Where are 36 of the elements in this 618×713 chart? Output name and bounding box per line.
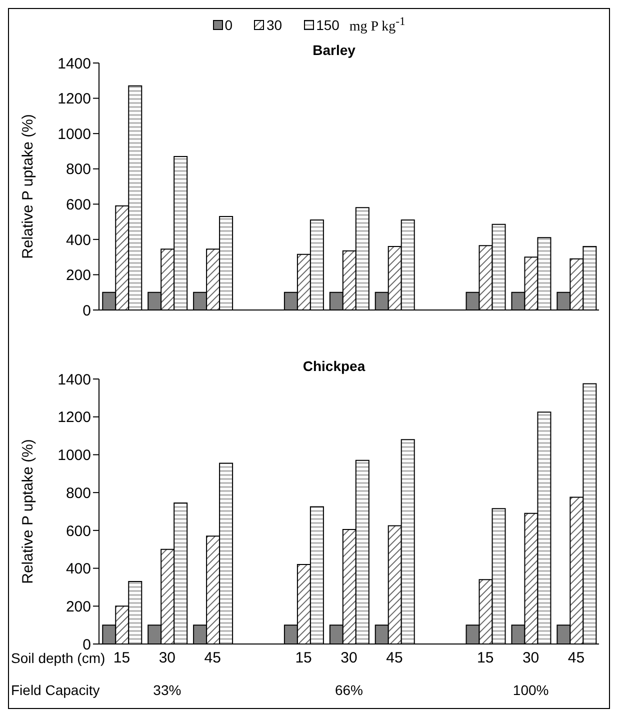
y-tick-label: 200 [66, 598, 91, 616]
text: 33% [152, 682, 182, 698]
x-tick-label: 15 [477, 649, 494, 666]
x-tick-label: 15 [295, 649, 312, 666]
y-tick-label: 400 [66, 231, 91, 248]
x-tick-label: 30 [340, 649, 358, 666]
legend-label: 30 [266, 17, 282, 34]
y-tick-label: 1200 [58, 90, 91, 108]
legend-title: mg P kg$^{-1}$ [349, 15, 406, 36]
x-tick-label: 30 [158, 649, 176, 666]
y-tick-label: 1400 [58, 54, 91, 72]
x-tick-label: 45 [568, 649, 585, 666]
x-tick-label: 15 [113, 649, 130, 666]
y-tick-label: 600 [66, 522, 91, 540]
y-axis-title: Relative P uptake (%) [19, 114, 36, 259]
y-tick-label: 800 [66, 484, 91, 502]
legend-label: 0 [224, 17, 232, 34]
y-tick-label: 0 [82, 302, 91, 319]
y-tick-label: 1000 [58, 126, 91, 143]
legend-label: 150 [316, 17, 340, 34]
y-tick-label: 400 [66, 560, 91, 578]
y-axis-title: Relative P uptake (%) [19, 438, 36, 584]
chart-title: Chickpea [302, 358, 366, 374]
text: Field Capacity [11, 682, 100, 698]
text: 66% [334, 682, 364, 698]
x-tick-label: 45 [204, 649, 221, 666]
chart-title: Barley [312, 42, 356, 58]
y-tick-label: 200 [66, 266, 91, 284]
y-tick-label: 1200 [58, 408, 91, 426]
text: 100% [512, 682, 550, 698]
y-tick-label: 1400 [58, 370, 91, 388]
y-tick-label: 1000 [58, 446, 91, 464]
x-tick-label: 45 [386, 649, 403, 666]
y-tick-label: 800 [66, 160, 91, 178]
x-tick-label: 30 [522, 649, 540, 666]
y-tick-label: 600 [66, 196, 91, 214]
